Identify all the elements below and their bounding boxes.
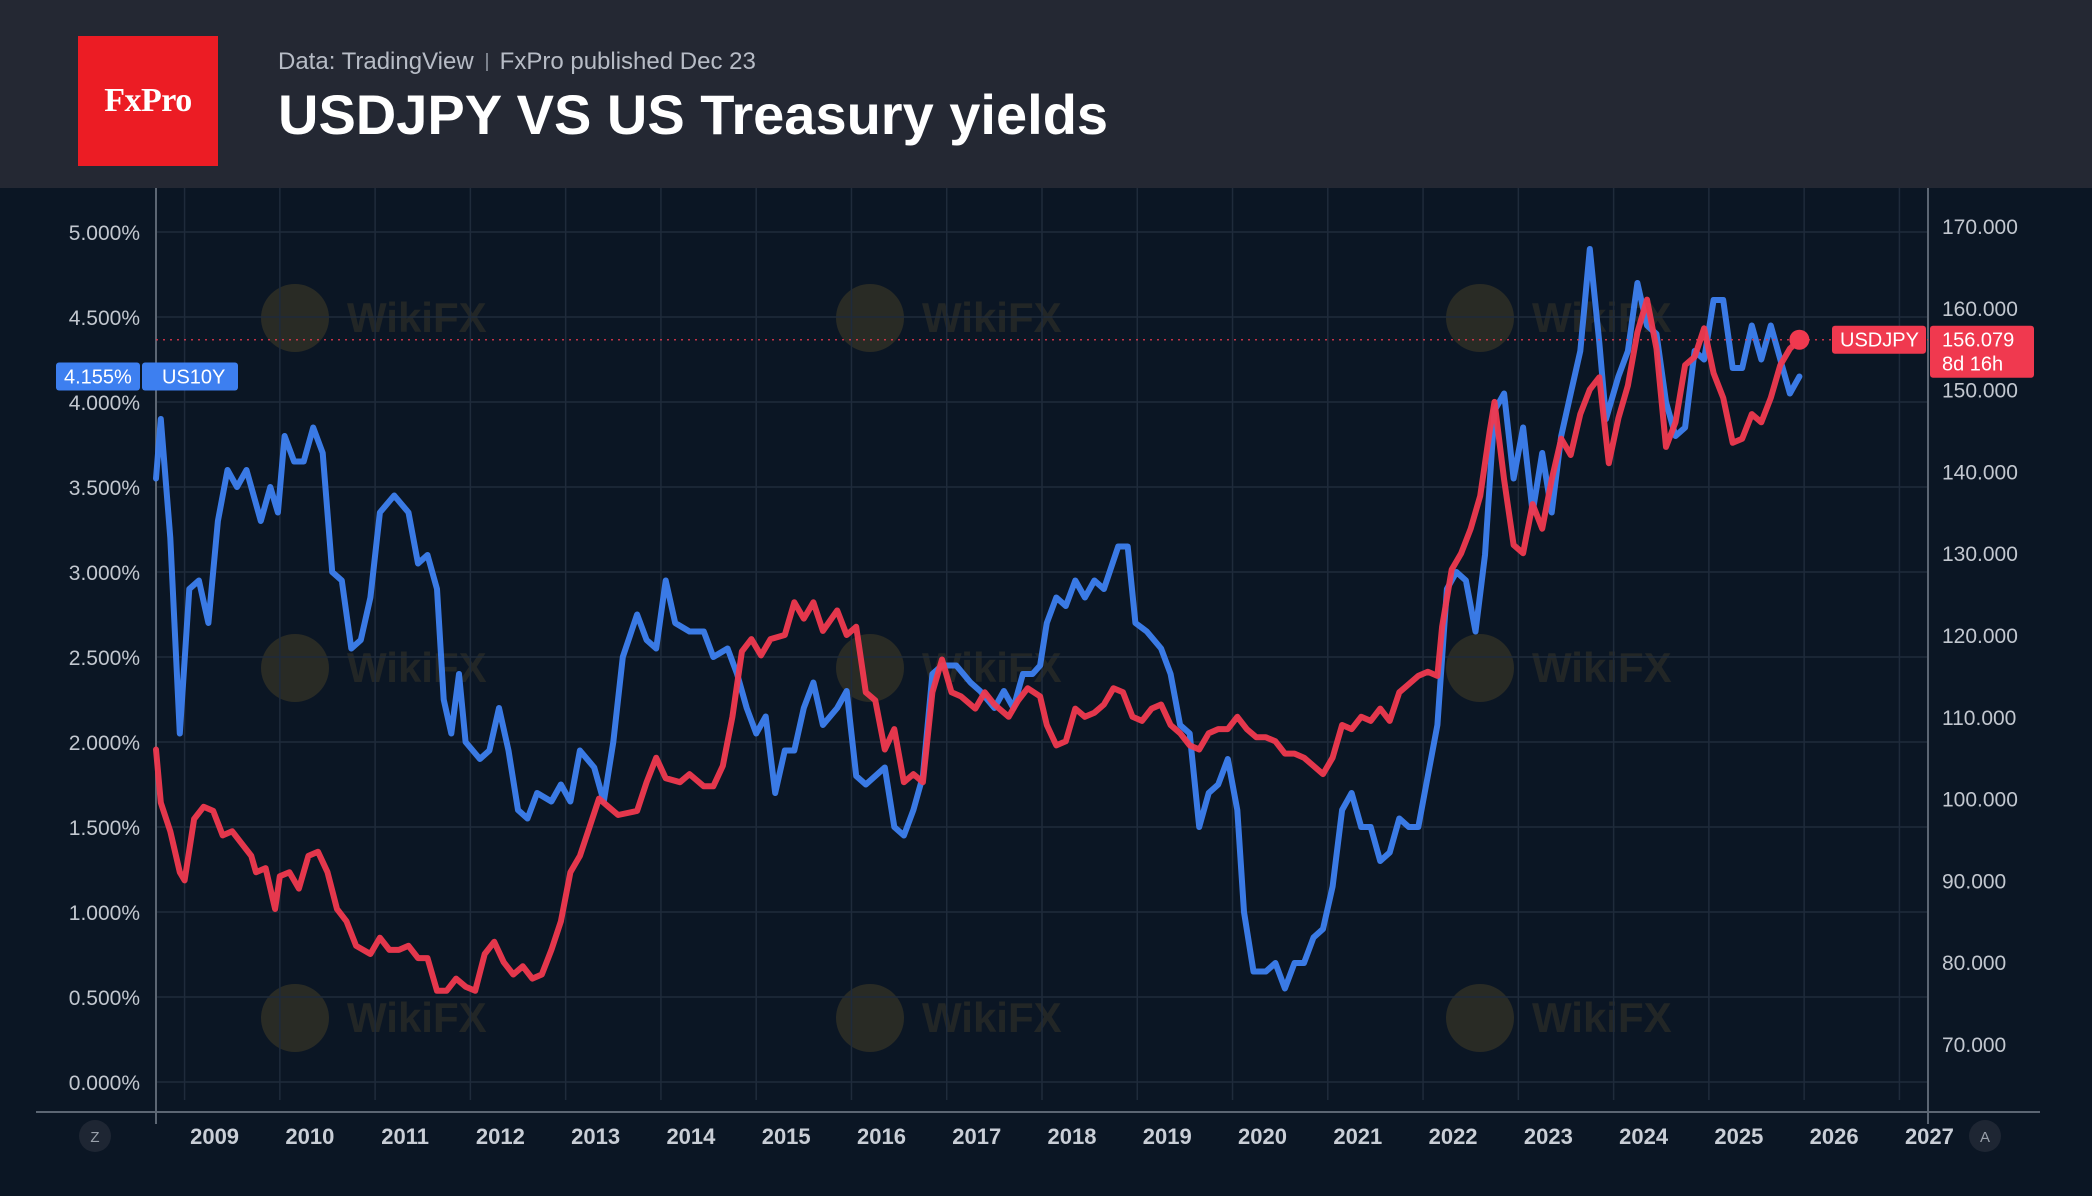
x-tick-label: 2012: [476, 1124, 525, 1149]
series-line-us10y: [153, 246, 1803, 992]
zoom-reset-button-label: Z: [90, 1129, 99, 1146]
separator: [485, 53, 488, 71]
right-tick-label: 150.000: [1942, 380, 2018, 403]
right-tick-label: 80.000: [1942, 952, 2006, 975]
left-tick-label: 2.500%: [69, 647, 140, 670]
x-tick-label: 2024: [1619, 1124, 1669, 1149]
x-tick-label: 2016: [857, 1124, 906, 1149]
left-tick-label: 4.500%: [69, 307, 140, 330]
auto-scale-button-label: A: [1980, 1129, 1990, 1146]
watermark-badge-icon: [1446, 284, 1514, 352]
watermark-badge-icon: [836, 284, 904, 352]
watermark-text: WikiFX: [1532, 994, 1672, 1041]
data-source: Data: TradingView: [278, 48, 474, 75]
grid-lines: [156, 188, 1928, 1100]
chart-title: USDJPY VS US Treasury yields: [278, 83, 1109, 146]
x-tick-label: 2027: [1905, 1124, 1954, 1149]
series-lines: [153, 246, 1803, 994]
x-tick-label: 2010: [285, 1124, 334, 1149]
right-tick-label: 140.000: [1942, 461, 2018, 484]
x-tick-label: 2015: [762, 1124, 811, 1149]
right-tick-label: 160.000: [1942, 298, 2018, 321]
right-tick-label: 110.000: [1942, 707, 2016, 730]
x-tick-label: 2018: [1048, 1124, 1097, 1149]
left-tick-label: 3.000%: [69, 562, 140, 585]
fxpro-logo: FxPro: [78, 36, 218, 166]
left-tick-label: 0.000%: [69, 1072, 140, 1095]
usdjpy-value-label: 156.079: [1942, 330, 2014, 352]
watermark-text: WikiFX: [347, 644, 487, 691]
published-date: FxPro published Dec 23: [499, 48, 756, 75]
right-tick-label: 100.000: [1942, 789, 2018, 812]
x-tick-label: 2022: [1429, 1124, 1478, 1149]
watermark-badge-icon: [261, 284, 329, 352]
usdjpy-value-box: [1930, 325, 2034, 378]
left-tick-label: 4.000%: [69, 392, 140, 415]
watermark-text: WikiFX: [347, 994, 487, 1041]
usdjpy-countdown-label: 8d 16h: [1942, 354, 2003, 376]
chart-header: FxPro Data: TradingView FxPro published …: [0, 0, 2092, 188]
x-tick-label: 2009: [190, 1124, 239, 1149]
zoom-reset-button[interactable]: Z: [79, 1120, 111, 1152]
us10y-value-label: 4.155%: [64, 367, 132, 389]
left-tick-label: 3.500%: [69, 477, 140, 500]
watermark-badge-icon: [261, 634, 329, 702]
watermark-layer: WikiFX WikiFX WikiFX WikiFX WikiFX WikiFX Wiki…: [261, 284, 1672, 1052]
axes-frame: [36, 188, 2040, 1124]
x-tick-label: 2014: [666, 1124, 716, 1149]
x-tick-label: 2019: [1143, 1124, 1192, 1149]
usdjpy-name-label: USDJPY: [1840, 330, 1919, 352]
x-tick-label: 2021: [1333, 1124, 1382, 1149]
data-source-line: Data: TradingView FxPro published Dec 23: [278, 48, 756, 76]
watermark: WikiFX: [1446, 984, 1672, 1052]
watermark: WikiFX: [261, 284, 487, 352]
us10y-value-box: [56, 362, 140, 391]
us10y-price-tag: 4.155% US10Y: [56, 362, 238, 391]
auto-scale-button[interactable]: A: [1969, 1120, 2001, 1152]
watermark: WikiFX: [261, 634, 487, 702]
us10y-name-label: US10Y: [162, 367, 225, 389]
zoom-reset-button-circle: [79, 1120, 111, 1152]
watermark-text: WikiFX: [922, 994, 1062, 1041]
right-tick-label: 130.000: [1942, 543, 2018, 566]
right-tick-label: 90.000: [1942, 870, 2006, 893]
watermark-badge-icon: [836, 984, 904, 1052]
watermark: WikiFX: [261, 984, 487, 1052]
x-tick-label: 2013: [571, 1124, 620, 1149]
right-tick-label: 170.000: [1942, 216, 2018, 239]
left-tick-label: 0.500%: [69, 987, 140, 1010]
watermark-badge-icon: [261, 984, 329, 1052]
watermark: WikiFX: [1446, 634, 1672, 702]
left-axis-ticks: 0.000% 0.500% 1.000% 1.500% 2.000% 2.500% 3.00…: [69, 222, 140, 1095]
right-axis-ticks: 70.000 80.000 90.000 100.000 110.000 120.000 1…: [1942, 216, 2018, 1057]
left-tick-label: 2.000%: [69, 732, 140, 755]
watermark: WikiFX: [836, 984, 1062, 1052]
left-tick-label: 1.500%: [69, 817, 140, 840]
watermark-text: WikiFX: [1532, 644, 1672, 691]
chart-svg[interactable]: WikiFX WikiFX WikiFX WikiFX WikiFX WikiFX Wiki…: [0, 188, 2092, 1196]
auto-scale-button-circle: [1969, 1120, 2001, 1152]
usdjpy-name-box: [1832, 325, 1926, 354]
right-tick-label: 70.000: [1942, 1034, 2006, 1057]
watermark-badge-icon: [1446, 984, 1514, 1052]
series-line-usdjpy: [153, 296, 1803, 994]
right-tick-label: 120.000: [1942, 625, 2018, 648]
logo-text: FxPro: [104, 82, 192, 119]
x-axis-ticks: 2009 2010 2011 2012 2013 2014 2015 2016 2017 2018…: [190, 1124, 1954, 1149]
x-tick-label: 2017: [952, 1124, 1001, 1149]
left-tick-label: 1.000%: [69, 902, 140, 925]
watermark-badge-icon: [836, 634, 904, 702]
x-tick-label: 2023: [1524, 1124, 1573, 1149]
us10y-name-box: [142, 362, 238, 391]
x-tick-label: 2020: [1238, 1124, 1287, 1149]
x-tick-label: 2011: [381, 1124, 429, 1149]
watermark-badge-icon: [1446, 634, 1514, 702]
x-tick-label: 2025: [1714, 1124, 1763, 1149]
left-tick-label: 5.000%: [69, 222, 140, 245]
x-tick-label: 2026: [1810, 1124, 1859, 1149]
usdjpy-last-point: [1789, 329, 1810, 350]
watermark: WikiFX: [836, 284, 1062, 352]
